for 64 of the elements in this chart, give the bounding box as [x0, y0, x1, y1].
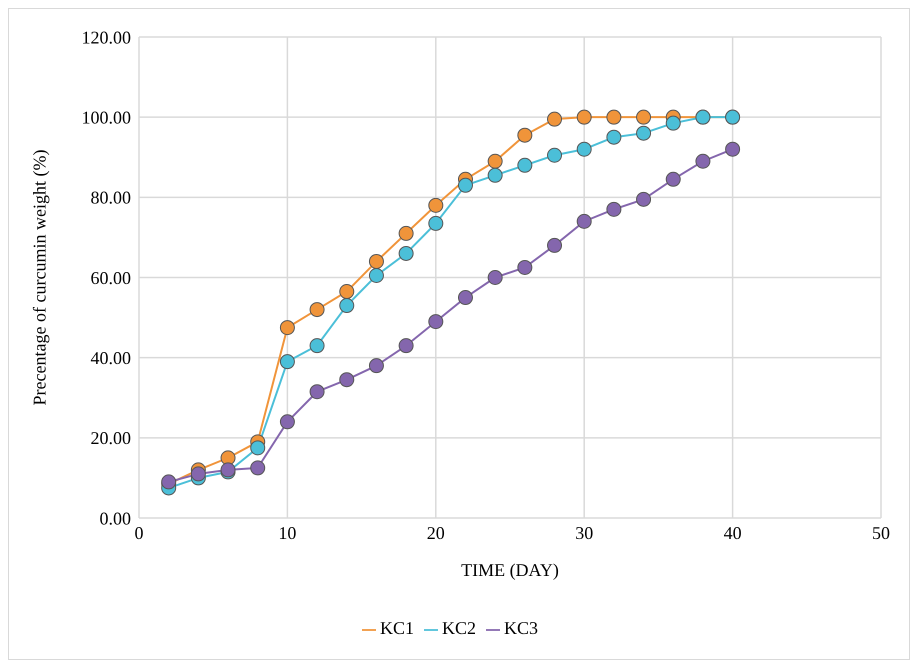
point: [339, 284, 354, 300]
legend-label: KC2: [442, 618, 476, 638]
point: [368, 268, 384, 283]
point: [398, 338, 414, 354]
point: [310, 384, 325, 400]
point: [695, 154, 710, 169]
point: [636, 126, 652, 141]
point: [666, 116, 681, 131]
point: [428, 198, 444, 213]
legend-label: KC3: [504, 618, 538, 638]
x-tick-label: 50: [872, 522, 890, 543]
point: [368, 254, 384, 269]
point: [517, 260, 532, 275]
point: [488, 154, 503, 169]
point: [488, 270, 503, 285]
y-tick-label: 40.00: [90, 348, 131, 368]
y-axis-title: Precentage of curcumin weight (%): [29, 150, 50, 406]
point: [725, 142, 740, 157]
legend-label: KC1: [380, 618, 414, 638]
point: [339, 372, 354, 388]
x-tick-label: 20: [426, 522, 445, 543]
y-tick-label: 20.00: [90, 428, 131, 448]
x-tick-label: 0: [134, 522, 144, 543]
point: [488, 168, 503, 183]
point: [190, 466, 206, 482]
y-tick-label: 100.00: [82, 108, 131, 128]
point: [576, 214, 592, 229]
point: [606, 202, 622, 217]
point: [636, 110, 652, 125]
y-tick-label: 120.00: [82, 27, 131, 48]
point: [398, 246, 414, 261]
point: [606, 110, 622, 125]
point: [636, 192, 652, 207]
point: [220, 450, 236, 466]
x-tick-label: 30: [575, 522, 594, 543]
x-axis-title: TIME (DAY): [461, 560, 559, 580]
point: [310, 338, 325, 354]
y-tick-label: 0.00: [100, 508, 131, 528]
point: [458, 178, 473, 193]
point: [250, 460, 266, 476]
point: [547, 112, 562, 127]
point: [280, 414, 295, 430]
point: [310, 302, 325, 318]
y-tick-label: 80.00: [90, 188, 131, 208]
point: [428, 216, 444, 231]
point: [250, 440, 266, 456]
point: [398, 226, 414, 241]
point: [547, 238, 562, 253]
point: [368, 358, 384, 374]
point: [339, 298, 354, 314]
point: [576, 110, 592, 125]
point: [458, 290, 473, 306]
y-tick-label: 60.00: [90, 268, 131, 288]
point: [576, 142, 592, 157]
x-tick-label: 40: [724, 522, 742, 543]
point: [428, 314, 444, 330]
point: [606, 130, 622, 145]
point: [280, 354, 295, 370]
point: [517, 158, 532, 173]
point: [517, 128, 532, 143]
point: [547, 148, 562, 163]
point: [666, 172, 681, 187]
x-tick-label: 10: [278, 522, 296, 543]
point: [280, 320, 295, 336]
